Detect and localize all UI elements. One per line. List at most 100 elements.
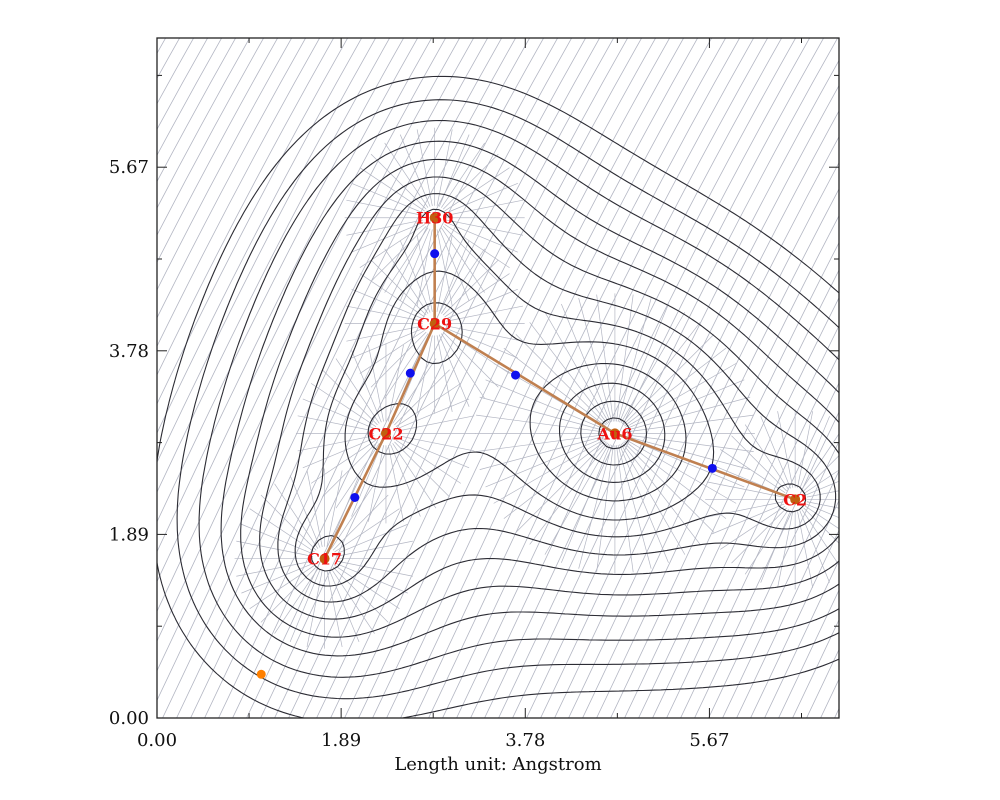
gradient-spoke [351,221,424,253]
gradient-spoke [332,494,389,551]
gradient-spoke [351,182,424,214]
gradient-spoke [334,508,400,553]
gradient-spoke [624,347,727,427]
gradient-line [540,110,839,718]
gradient-line [0,18,163,738]
gradient-spoke [260,494,317,551]
atom-label-c2: C2 [783,490,807,509]
gradient-spoke [797,411,814,488]
gradient-spoke [625,437,745,488]
critical-points [256,249,717,679]
gradient-spoke [384,248,429,314]
gradient-spoke [397,415,475,432]
gradient-line [498,38,839,718]
gradient-line [232,38,573,718]
atom-marker-au6 [609,428,620,439]
gradient-spoke [310,383,377,427]
gradient-spoke [336,540,413,557]
gradient-line [157,38,237,183]
gradient-line [162,38,503,718]
gradient-line [218,38,559,718]
gradient-spoke [801,433,839,490]
gradient-spoke [436,229,453,307]
gradient-spoke [446,199,524,216]
gradient-line [0,18,93,738]
gradient-spoke [336,560,413,577]
gradient-spoke [384,227,429,293]
gradient-spoke [625,439,737,504]
gradient-spoke [619,444,669,563]
gradient-spoke [394,441,450,498]
gradient-line [722,469,839,718]
gradient-line [867,18,1000,738]
density-contour [558,382,666,483]
gradient-spoke [416,335,433,412]
gradient-spoke [236,540,313,557]
gradient-spoke [328,569,360,642]
gradient-spoke [625,379,745,430]
gradient-spoke [623,334,715,426]
gradient-line [157,38,335,376]
atom-label-h30: H30 [416,209,453,228]
gradient-line [344,38,685,718]
gradient-line [246,38,587,718]
gradient-line [157,38,447,613]
gradient-line [157,38,167,55]
y-tick-label: 3.78 [109,341,149,362]
gradient-line [157,38,377,464]
bond-critical-point [350,492,360,502]
gradient-line [853,18,1000,738]
gradient-spoke [438,334,470,407]
gradient-spoke [351,288,424,320]
gradient-spoke [395,383,461,427]
gradient-spoke [485,379,604,430]
gradient-spoke [760,510,791,583]
gradient-spoke [445,288,518,320]
gradient-line [428,38,769,718]
density-contour [367,302,687,502]
gradient-spoke [445,182,518,214]
gradient-spoke [515,441,607,533]
gradient-spoke [322,441,378,498]
gradient-spoke [441,333,485,399]
x-tick-label: 5.67 [689,730,729,751]
density-contour [176,99,839,700]
gradient-line [0,18,23,738]
gradient-line [0,18,149,738]
atom-label-c17: C17 [307,550,342,569]
gradient-spoke [616,445,634,573]
gradient-spoke [359,167,425,212]
gradient-spoke [444,273,510,318]
gradient-line [568,161,839,718]
gradient-spoke [335,523,408,555]
gradient-spoke [387,445,404,522]
gradient-line [792,618,839,718]
bond-critical-point [707,463,717,473]
gradient-spoke [711,503,785,535]
gradient-line [456,38,797,718]
gradient-line [288,38,629,718]
gradient-line [895,18,1000,738]
density-contours [157,75,839,718]
gradient-spoke [476,414,604,433]
atom-label-c22: C22 [368,424,403,443]
gradient-spoke [368,345,384,422]
y-tick-label: 5.67 [109,157,149,178]
gradient-spoke [302,398,376,430]
gradient-spoke [744,424,789,490]
gradient-spoke [623,441,715,533]
gradient-line [157,38,251,209]
gradient-spoke [441,142,485,208]
bond-paths [323,216,797,560]
gradient-line [778,589,839,718]
gradient-line [400,38,741,718]
gradient-spoke [297,435,375,452]
gradient-line [157,38,419,553]
gradient-spoke [438,228,470,301]
gradient-spoke [803,455,839,492]
bond-critical-point [430,249,440,259]
gradient-line [157,38,461,643]
bond-path-c29-au6 [433,322,617,435]
density-contour [598,417,631,450]
gradient-line [358,38,699,718]
